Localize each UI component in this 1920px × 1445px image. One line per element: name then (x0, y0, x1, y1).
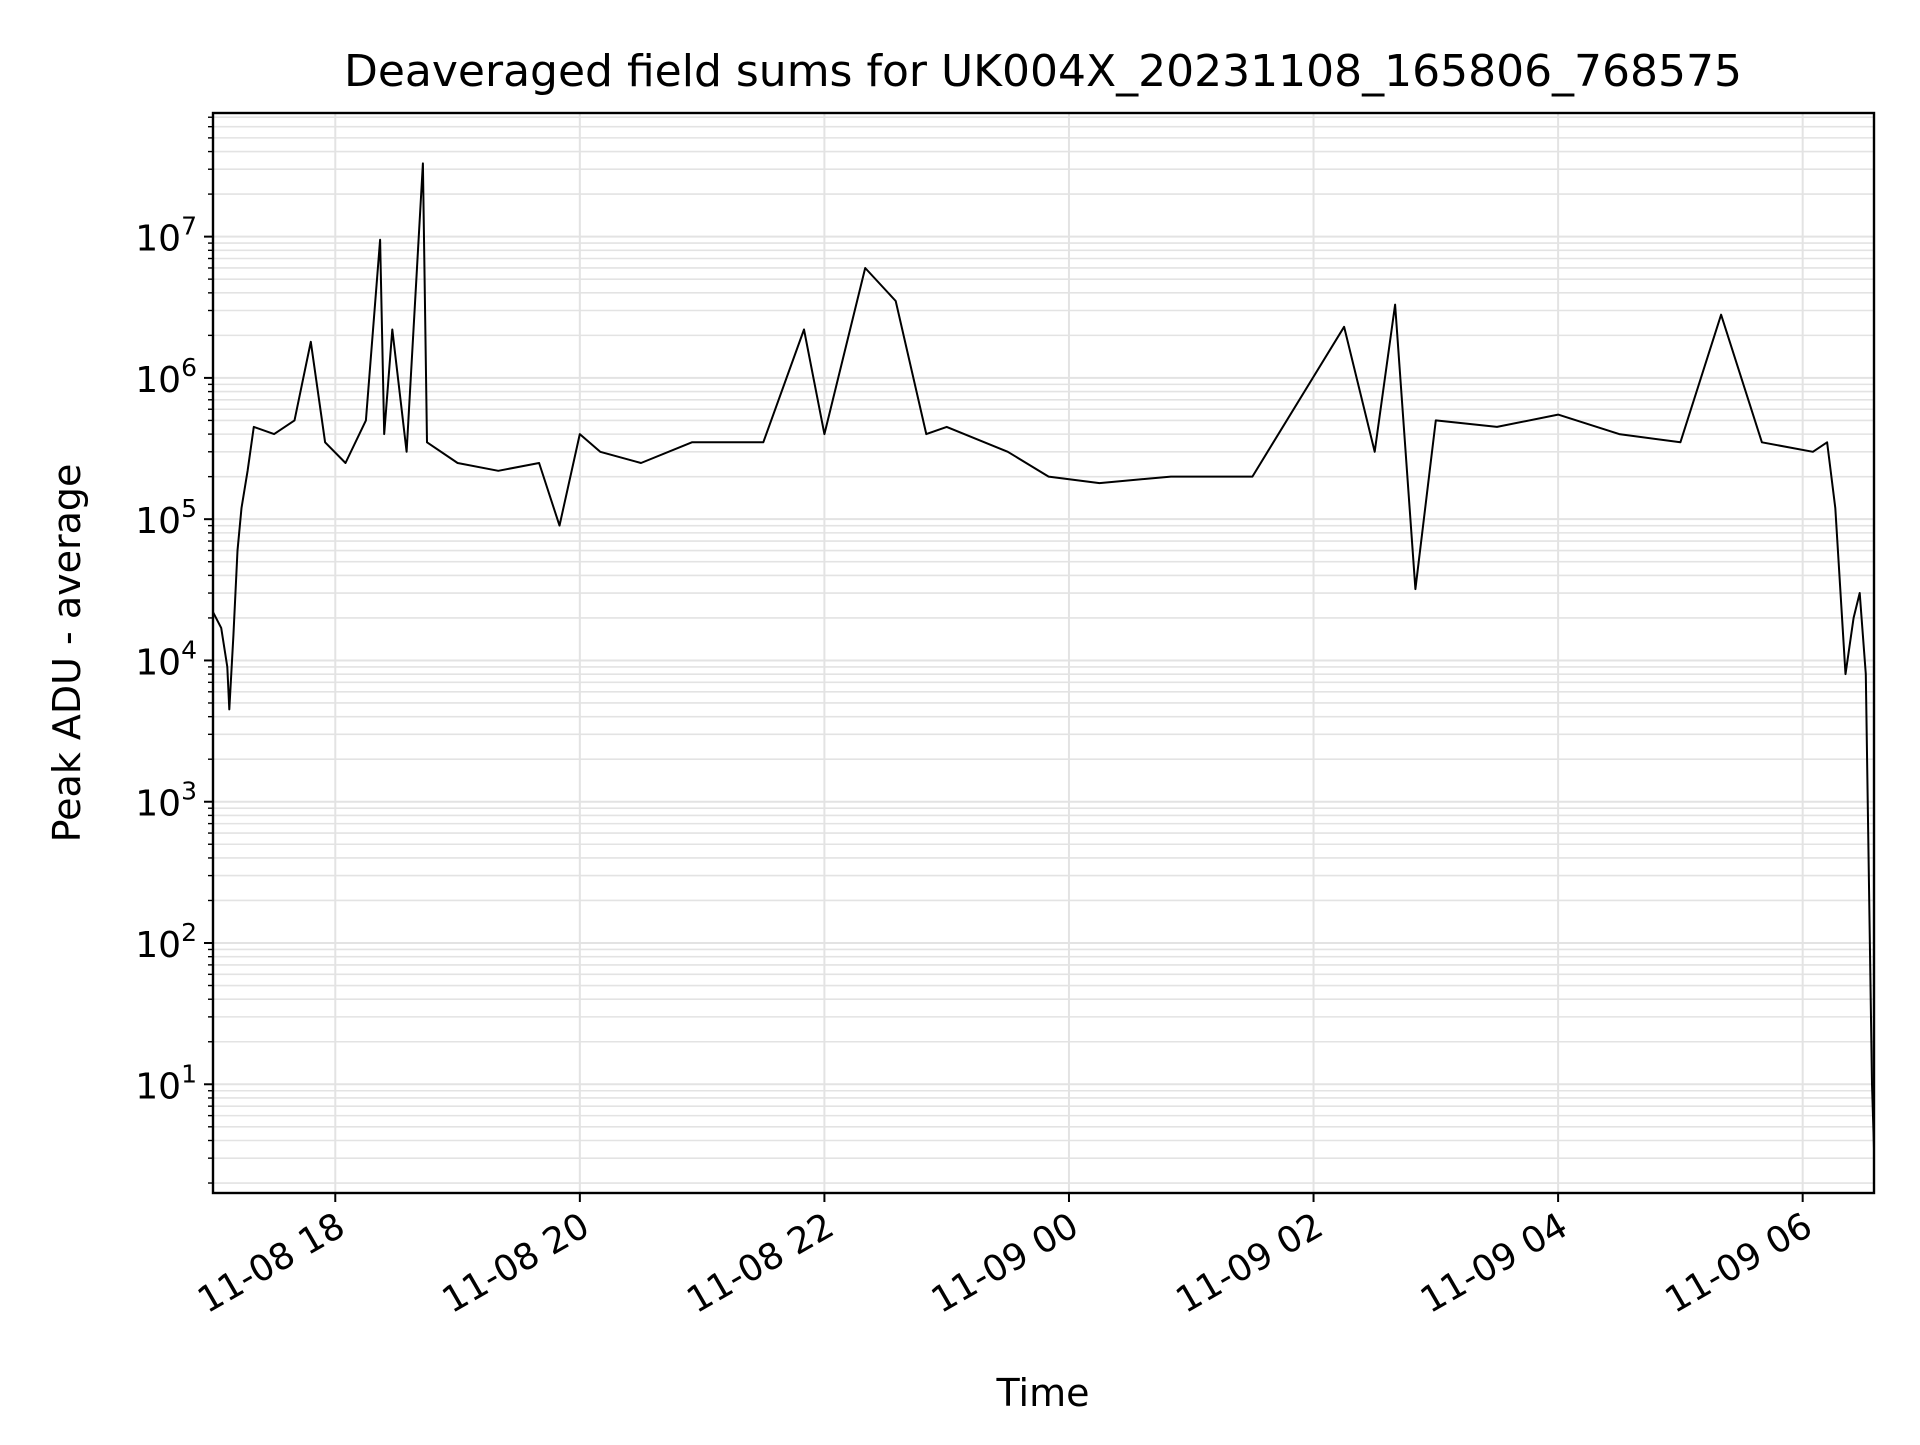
y-tick-label: 103 (135, 777, 197, 825)
chart-title: Deaveraged field sums for UK004X_2023110… (344, 46, 1742, 97)
y-axis-label: Peak ADU - average (45, 464, 89, 843)
y-tick-label: 105 (135, 494, 197, 542)
y-tick-label: 102 (135, 918, 197, 966)
x-axis-label: Time (996, 1371, 1090, 1415)
y-tick-label: 104 (135, 635, 197, 683)
series-line (212, 162, 1875, 1149)
y-tick-label: 107 (135, 212, 197, 260)
y-tick-label: 101 (135, 1059, 197, 1107)
grid-layer (213, 113, 1874, 1193)
y-tick-label: 106 (135, 353, 197, 401)
series-layer (212, 162, 1875, 1149)
plot-frame (211, 111, 1876, 1195)
